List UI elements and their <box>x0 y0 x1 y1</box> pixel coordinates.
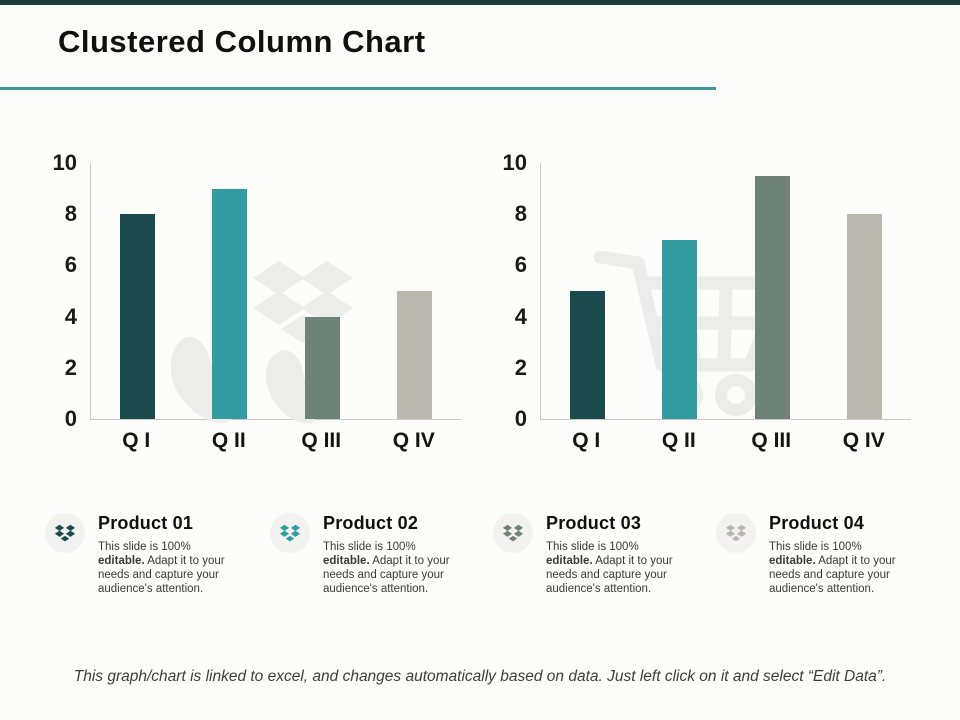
column-bar-qi[interactable] <box>569 291 605 419</box>
x-axis-label: Q II <box>661 429 696 452</box>
clustered-column-chart-left[interactable]: 0 2 4 6 8 10 Q I Q II Q III Q IV <box>45 152 470 463</box>
product-card-2: Product 02 This slide is 100% editable. … <box>270 513 488 597</box>
y-axis-tick: 2 <box>514 354 527 380</box>
x-axis-label: Q IV <box>842 429 885 452</box>
x-axis-label: Q I <box>122 429 151 452</box>
clustered-column-chart-right[interactable]: 0 2 4 6 8 10 Q I Q II Q III Q IV <box>495 152 920 463</box>
x-axis-label: Q IV <box>392 429 435 452</box>
column-bar-qiii[interactable] <box>754 175 790 419</box>
dropbox-icon <box>279 524 301 542</box>
bar-slot <box>184 163 277 419</box>
product-description: This slide is 100% editable. Adapt it to… <box>769 541 896 596</box>
bar-slot <box>634 163 727 419</box>
x-axis-labels: Q I Q II Q III Q IV <box>90 429 460 453</box>
y-axis-tick: 10 <box>52 150 77 175</box>
title-underline <box>0 87 716 90</box>
bar-slot <box>541 163 634 419</box>
product-icon-circle <box>716 513 756 553</box>
product-card-1: Product 01 This slide is 100% editable. … <box>45 513 263 597</box>
product-description: This slide is 100% editable. Adapt it to… <box>98 541 225 596</box>
y-axis-tick: 4 <box>514 303 527 329</box>
product-icon-circle <box>493 513 533 553</box>
y-axis-tick: 6 <box>514 252 527 278</box>
product-card-4: Product 04 This slide is 100% editable. … <box>716 513 934 597</box>
column-bar-qiv[interactable] <box>397 291 433 419</box>
product-icon-circle <box>45 513 85 553</box>
column-bar-qi[interactable] <box>119 214 155 419</box>
product-title: Product 02 <box>323 513 419 533</box>
page-title: Clustered Column Chart <box>58 24 426 59</box>
column-bar-qiii[interactable] <box>304 316 340 419</box>
plot-area <box>540 163 911 420</box>
dropbox-icon <box>502 524 524 542</box>
product-title: Product 01 <box>98 513 194 533</box>
footer-note: This graph/chart is linked to excel, and… <box>73 668 887 685</box>
dropbox-icon <box>725 524 747 542</box>
plot-area <box>90 163 462 423</box>
y-axis: 0 2 4 6 8 10 <box>495 152 535 430</box>
y-axis-tick: 10 <box>502 150 527 175</box>
product-title: Product 03 <box>546 513 642 533</box>
product-description: This slide is 100% editable. Adapt it to… <box>323 541 450 596</box>
dropbox-icon <box>54 524 76 542</box>
x-axis-label: Q II <box>211 429 246 452</box>
x-axis-label: Q I <box>572 429 601 452</box>
y-axis-tick: 6 <box>64 252 77 278</box>
product-title: Product 04 <box>769 513 865 533</box>
product-icon-circle <box>270 513 310 553</box>
bar-slot <box>819 163 912 419</box>
y-axis-tick: 0 <box>514 406 527 431</box>
bar-slot <box>369 163 462 419</box>
x-axis-label: Q III <box>301 429 342 452</box>
product-description: This slide is 100% editable. Adapt it to… <box>546 541 673 596</box>
x-axis-labels: Q I Q II Q III Q IV <box>540 429 910 453</box>
y-axis-tick: 4 <box>64 303 77 329</box>
x-axis-label: Q III <box>751 429 792 452</box>
bar-slot <box>726 163 819 419</box>
bar-slot <box>91 163 184 419</box>
y-axis-tick: 8 <box>514 201 527 227</box>
column-bar-qiv[interactable] <box>847 214 883 419</box>
y-axis-tick: 2 <box>64 354 77 380</box>
column-bar-qii[interactable] <box>212 188 248 419</box>
bar-slot <box>276 163 369 419</box>
top-accent-bar <box>0 0 960 5</box>
y-axis-tick: 8 <box>64 201 77 227</box>
column-bar-qii[interactable] <box>662 239 698 419</box>
product-card-3: Product 03 This slide is 100% editable. … <box>493 513 711 597</box>
y-axis-tick: 0 <box>64 406 77 431</box>
y-axis: 0 2 4 6 8 10 <box>45 152 85 430</box>
